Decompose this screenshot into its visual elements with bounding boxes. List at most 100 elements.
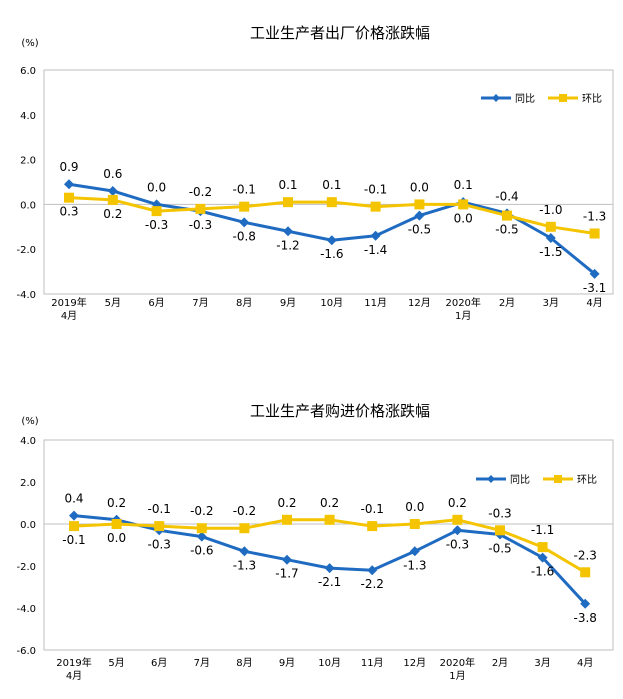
data-label-mom: -0.3 (145, 218, 168, 232)
data-label-mom: -1.0 (539, 203, 562, 217)
data-point-mom (282, 514, 292, 525)
x-tick-label: 1月 (449, 670, 465, 682)
data-point-yoy (64, 179, 74, 190)
data-label-yoy: -0.6 (190, 544, 213, 558)
legend-label: 环比 (577, 474, 597, 486)
data-label-yoy: -2.1 (318, 575, 341, 589)
data-point-mom (64, 192, 74, 203)
data-point-mom (589, 228, 600, 239)
data-point-yoy (545, 233, 556, 243)
data-label-yoy: -0.3 (147, 537, 170, 551)
y-tick-label: -6.0 (16, 646, 36, 657)
data-label-mom: 0.2 (277, 496, 296, 510)
x-tick-label: 8月 (236, 297, 252, 309)
data-point-mom (458, 199, 469, 210)
data-label-yoy: -0.4 (495, 189, 518, 203)
data-point-mom (409, 519, 420, 529)
x-tick-label: 12月 (403, 657, 426, 669)
chart-2-plot-frame (43, 439, 614, 651)
data-label-mom: -0.1 (62, 533, 85, 547)
data-point-mom (239, 201, 250, 212)
data-label-yoy: 0.4 (64, 492, 83, 506)
legend-label: 同比 (510, 474, 530, 486)
data-label-mom: -2.3 (573, 548, 596, 562)
legend-marker (492, 94, 500, 102)
x-tick-label: 11月 (361, 657, 384, 669)
data-point-yoy (196, 531, 207, 542)
x-tick-label: 6月 (148, 297, 164, 309)
data-label-mom: 0.0 (405, 500, 424, 514)
legend-label: 环比 (582, 93, 602, 105)
data-point-yoy (589, 268, 600, 279)
data-label-yoy: -2.2 (360, 577, 383, 591)
data-label-yoy: -1.3 (233, 558, 256, 572)
y-tick-label: 2.0 (20, 156, 36, 167)
x-tick-label: 1月 (455, 310, 471, 322)
x-tick-label: 7月 (192, 297, 208, 309)
data-label-mom: 0.1 (278, 178, 297, 192)
y-tick-label: -4.0 (16, 604, 36, 615)
data-point-mom (370, 201, 381, 212)
series-line-yoy (73, 514, 587, 605)
x-tick-label: 11月 (364, 297, 387, 309)
data-point-mom (537, 542, 548, 553)
data-point-yoy (367, 565, 378, 576)
data-point-mom (154, 521, 165, 532)
y-tick-label: 4.0 (20, 111, 36, 122)
data-label-mom: 0.3 (59, 205, 78, 219)
x-tick-label: 3月 (534, 657, 550, 669)
data-point-yoy (409, 546, 420, 557)
x-tick-label: 2020年 (440, 656, 475, 669)
data-point-mom (452, 514, 463, 525)
data-point-mom (324, 514, 335, 525)
data-point-mom (283, 197, 293, 208)
x-tick-label: 5月 (105, 297, 121, 309)
data-point-yoy (239, 217, 250, 228)
x-tick-label: 12月 (408, 297, 431, 309)
data-point-mom (239, 523, 250, 534)
data-label-mom: 0.0 (410, 180, 429, 194)
y-tick-label: 0.0 (20, 200, 36, 211)
x-tick-label: 10月 (318, 657, 341, 669)
data-label-mom: -0.1 (232, 183, 255, 197)
data-label-mom: -1.1 (531, 523, 554, 537)
data-label-mom: 0.2 (448, 496, 467, 510)
data-label-yoy: -3.1 (583, 281, 606, 295)
x-tick-label: 2月 (492, 657, 508, 669)
data-point-yoy (324, 563, 335, 574)
x-tick-label: 5月 (108, 657, 124, 669)
data-point-mom (502, 210, 512, 221)
data-label-mom: 0.2 (103, 207, 122, 221)
x-tick-label: 2019年 (51, 296, 86, 309)
legend-marker (559, 94, 567, 102)
data-point-yoy (452, 525, 463, 536)
x-tick-label: 7月 (194, 657, 210, 669)
data-label-yoy: -0.5 (408, 223, 431, 237)
data-label-yoy: -0.3 (189, 218, 212, 232)
legend-marker (554, 475, 562, 483)
data-point-yoy (537, 552, 548, 563)
data-label-yoy: 0.9 (59, 160, 78, 174)
data-label-yoy: -1.3 (403, 558, 426, 572)
data-point-mom (326, 197, 337, 208)
data-label-mom: 0.0 (454, 211, 473, 225)
data-point-yoy (370, 230, 381, 241)
x-tick-label: 6月 (151, 657, 167, 669)
chart-1-unit: (%) (21, 38, 38, 49)
data-label-yoy: -1.7 (275, 567, 298, 581)
x-tick-label: 2月 (499, 297, 515, 309)
data-point-yoy (282, 554, 292, 565)
data-point-mom (545, 221, 556, 232)
x-tick-label: 4月 (577, 657, 593, 669)
data-point-yoy (239, 546, 250, 557)
chart-1-title: 工业生产者出厂价格涨跌幅 (250, 24, 430, 42)
legend-marker (487, 475, 495, 483)
data-point-mom (69, 521, 79, 532)
legend-label: 同比 (515, 93, 535, 105)
data-label-yoy: -0.5 (488, 542, 511, 556)
data-point-mom (111, 519, 122, 529)
data-point-mom (367, 521, 378, 532)
data-label-yoy: 0.1 (454, 178, 473, 192)
